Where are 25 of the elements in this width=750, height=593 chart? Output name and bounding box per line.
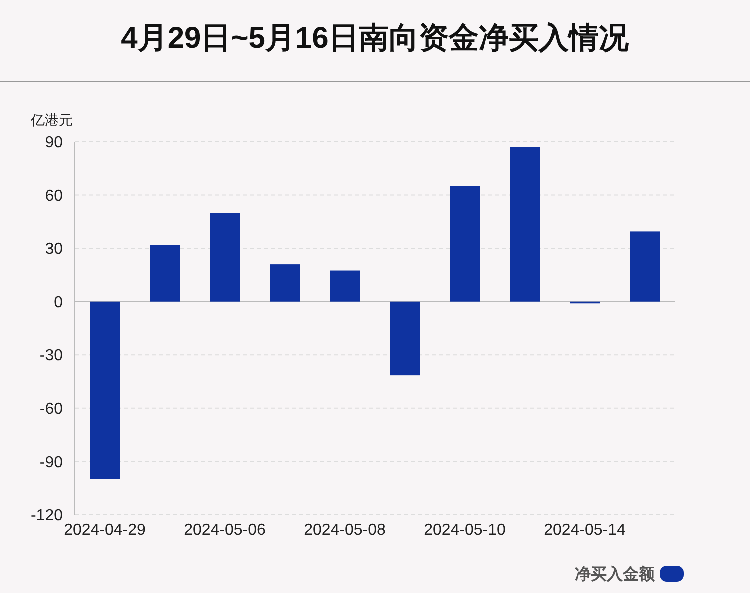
bar — [210, 213, 240, 302]
y-tick-label: 30 — [45, 241, 64, 258]
bar — [90, 302, 120, 480]
y-tick-label: 90 — [45, 134, 64, 152]
x-tick-label: 2024-05-06 — [184, 522, 266, 539]
y-tick-label: -60 — [40, 401, 64, 418]
y-tick-label: 60 — [45, 188, 64, 205]
bar — [390, 302, 420, 376]
y-axis-title: 亿港元 — [30, 112, 73, 128]
bar — [630, 232, 660, 302]
x-tick-label: 2024-05-10 — [424, 522, 506, 539]
y-tick-label: -90 — [40, 454, 64, 472]
x-tick-label: 2024-05-14 — [544, 522, 626, 539]
bar — [270, 264, 300, 302]
chart-title: 4月29日~5月16日南向资金净买入情况 — [121, 22, 630, 55]
y-tick-label: 0 — [54, 294, 64, 312]
bar — [450, 186, 480, 302]
bar — [510, 147, 540, 302]
legend-label: 净买入金额 — [575, 566, 656, 584]
bar — [330, 270, 360, 302]
bar — [150, 245, 180, 302]
y-tick-label: -120 — [30, 508, 64, 525]
y-tick-label: -30 — [40, 348, 64, 365]
x-tick-label: 2024-05-08 — [304, 522, 386, 539]
x-tick-label: 2024-04-29 — [64, 522, 146, 539]
